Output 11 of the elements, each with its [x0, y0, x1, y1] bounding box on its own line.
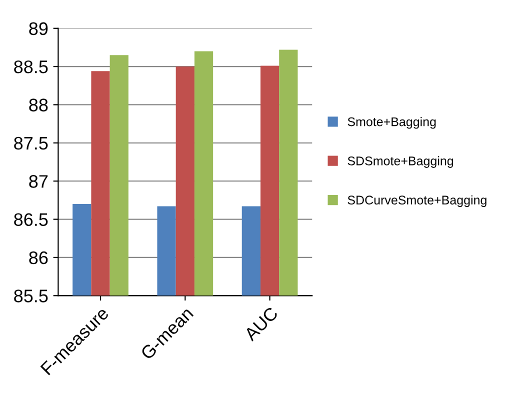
- legend-label: SDCurveSmote+Bagging: [348, 195, 486, 207]
- y-tick-label: 86.5: [14, 213, 48, 226]
- y-tick-label: 85.5: [14, 290, 48, 302]
- legend-label: Smote+Bagging: [348, 117, 436, 129]
- legend-label: SDSmote+Bagging: [348, 156, 454, 168]
- y-tick-label: 88.5: [14, 60, 48, 74]
- y-tick-label: 89: [29, 22, 48, 36]
- y-tick-label: 88: [29, 98, 48, 112]
- y-tick-label: 87: [29, 175, 48, 188]
- y-tick-label: 87.5: [14, 136, 48, 150]
- y-tick-label: 86: [29, 251, 48, 264]
